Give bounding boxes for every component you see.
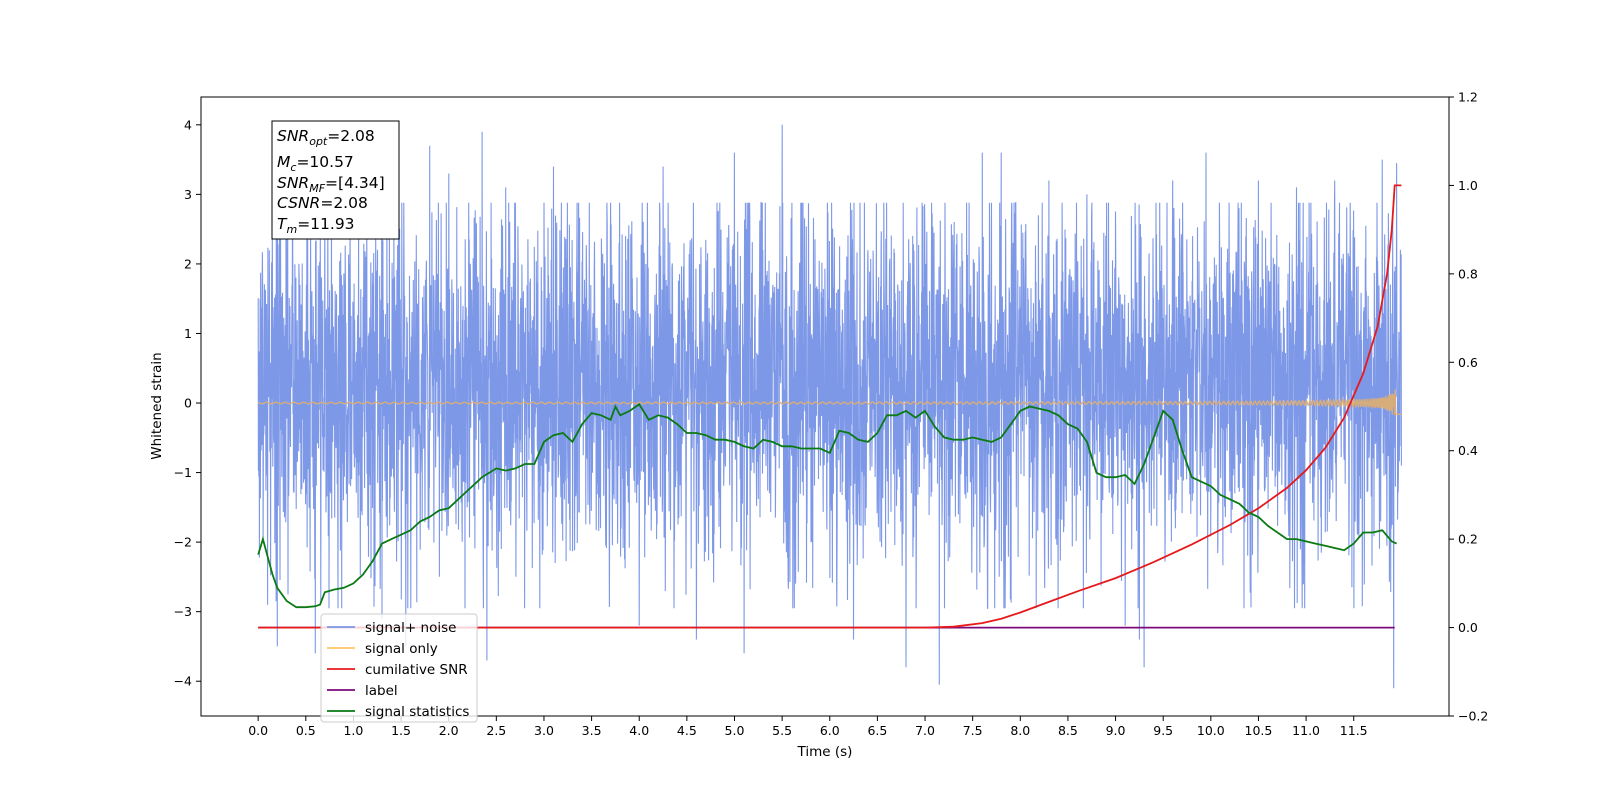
y2-tick-label: 1.2 <box>1458 90 1478 105</box>
x-tick-label: 2.0 <box>439 723 459 738</box>
y2-tick-label: 0.4 <box>1458 443 1478 458</box>
x-tick-label: 10.0 <box>1197 723 1225 738</box>
legend: signal+ noise signal only cumilative SNR la… <box>320 613 478 723</box>
y-tick-label: −3 <box>174 604 192 619</box>
y2-axis-ticks: −0.2 0.0 0.2 0.4 0.6 0.8 1.0 1.2 <box>1449 90 1488 724</box>
x-tick-label: 9.5 <box>1153 723 1173 738</box>
x-axis-label: Time (s) <box>797 744 853 760</box>
y-tick-label: 0 <box>184 396 192 411</box>
x-tick-label: 3.0 <box>534 723 554 738</box>
info-snr-mf: SNRMF=[4.34] <box>277 174 385 195</box>
signal-only-series <box>257 389 1402 416</box>
y2-tick-label: 0.0 <box>1458 620 1478 635</box>
legend-label: signal statistics <box>365 704 469 720</box>
x-tick-label: 1.5 <box>391 723 411 738</box>
y2-tick-label: −0.2 <box>1458 709 1488 724</box>
x-tick-label: 11.5 <box>1340 723 1368 738</box>
x-tick-label: 0.5 <box>296 723 316 738</box>
legend-label: label <box>365 683 398 699</box>
signal-only-overlap <box>257 389 1402 416</box>
signal-statistics-line <box>257 403 1397 609</box>
y2-tick-label: 1.0 <box>1458 178 1478 193</box>
x-tick-label: 7.5 <box>963 723 983 738</box>
signal-noise-line <box>257 124 1402 689</box>
y-tick-label: −2 <box>174 535 192 550</box>
y2-tick-label: 0.2 <box>1458 532 1478 547</box>
x-tick-label: 1.0 <box>343 723 363 738</box>
y-axis-label: Whitened strain <box>149 352 165 459</box>
x-tick-label: 6.0 <box>820 723 840 738</box>
y-tick-label: −4 <box>174 674 192 689</box>
cumilative-snr-line <box>258 184 1402 629</box>
x-tick-label: 5.5 <box>772 723 792 738</box>
x-tick-label: 2.5 <box>486 723 506 738</box>
y-tick-label: 4 <box>184 117 192 132</box>
y2-tick-label: 0.6 <box>1458 355 1478 370</box>
legend-label: cumilative SNR <box>365 662 468 678</box>
y-tick-label: 2 <box>184 256 192 271</box>
info-snr-opt: SNRopt=2.08 <box>277 127 375 148</box>
plot-frame <box>200 96 1450 717</box>
x-tick-label: 0.0 <box>248 723 268 738</box>
info-box-frame <box>271 120 400 240</box>
x-tick-label: 7.0 <box>915 723 935 738</box>
x-tick-label: 9.0 <box>1106 723 1126 738</box>
legend-label: signal+ noise <box>365 620 456 636</box>
y-tick-label: −1 <box>174 465 192 480</box>
x-tick-label: 11.0 <box>1292 723 1320 738</box>
x-tick-label: 3.5 <box>582 723 602 738</box>
x-tick-label: 6.5 <box>867 723 887 738</box>
legend-frame <box>320 613 478 723</box>
x-tick-label: 8.0 <box>1010 723 1030 738</box>
x-tick-label: 4.5 <box>677 723 697 738</box>
y-axis-ticks: −4 −3 −2 −1 0 1 2 3 4 <box>174 117 201 689</box>
x-tick-label: 8.5 <box>1058 723 1078 738</box>
x-axis-ticks: 0.0 0.5 1.0 1.5 2.0 2.5 3.0 3.5 4.0 4.5 5.0 5.5 6.0 6… <box>248 716 1368 738</box>
x-tick-label: 4.0 <box>629 723 649 738</box>
signal-noise-series <box>257 124 1402 689</box>
y-tick-label: 3 <box>184 187 192 202</box>
y-tick-label: 1 <box>184 326 192 341</box>
x-tick-label: 10.5 <box>1245 723 1273 738</box>
info-box: SNRopt=2.08 Mc=10.57 SNRMF=[4.34] CSNR=2… <box>271 120 400 240</box>
y2-tick-label: 0.8 <box>1458 266 1478 281</box>
info-mc: Mc=10.57 <box>277 153 354 174</box>
info-csnr: CSNR=2.08 <box>277 194 368 212</box>
x-tick-label: 5.0 <box>725 723 745 738</box>
info-tm: Tm=11.93 <box>277 215 355 236</box>
legend-label: signal only <box>365 641 438 657</box>
